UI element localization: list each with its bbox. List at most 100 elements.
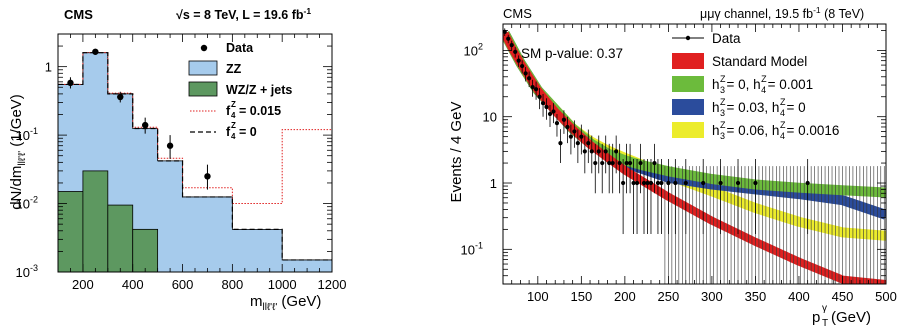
legend-label: = 0.0016	[786, 123, 839, 138]
y-tick-exponent: -1	[30, 126, 38, 136]
data-point	[805, 180, 810, 186]
data-point	[634, 180, 640, 186]
chart-right: 100 150 200 250 300 350 400 450 500 10-1 1 10 102 CMS…	[448, 5, 897, 329]
data-point	[652, 160, 657, 166]
channel-label: μμγ channel, 19.5 fb-1 (8 TeV)	[700, 5, 864, 21]
x-axis-unit: (GeV)	[277, 293, 321, 310]
legend-sup: Z	[231, 100, 236, 109]
x-tick-label: 350	[745, 289, 767, 304]
data-point	[659, 180, 664, 186]
legend-sub: 4	[780, 131, 785, 141]
legend-sub: 4	[780, 108, 785, 118]
channel-rest: (8 TeV)	[821, 7, 865, 21]
legend-sup: Z	[231, 121, 236, 130]
data-point	[561, 117, 567, 122]
data-point	[735, 180, 741, 186]
legend-label: = 0, h	[727, 77, 761, 92]
x-tick-label: 200	[614, 289, 636, 304]
data-point	[593, 160, 598, 166]
wz-bar	[82, 170, 109, 273]
x-tick-label: 450	[832, 289, 854, 304]
legend-label: = 0.06, h	[727, 123, 780, 138]
legend-swatch	[672, 99, 704, 115]
channel-sup: -1	[813, 5, 821, 15]
y-tick-label: 1	[490, 176, 497, 191]
data-point	[617, 160, 622, 166]
legend-sub: 4	[231, 132, 236, 141]
legend-sup: Z	[761, 74, 767, 84]
y-tick-exponent: -2	[30, 195, 38, 205]
data-point	[610, 160, 615, 166]
data-point	[527, 76, 532, 81]
cms-label: CMS	[503, 6, 532, 21]
legend-swatch	[672, 76, 704, 92]
y-tick-label: 10-3	[16, 263, 38, 280]
energy-lumi-label: √s = 8 TeV, L = 19.6 fb-1	[176, 6, 311, 22]
legend-sup: Z	[720, 74, 726, 84]
x-tick-label: 300	[701, 289, 723, 304]
data-point	[603, 149, 608, 154]
data-point	[568, 134, 573, 139]
data-point	[67, 79, 74, 87]
legend-swatch	[672, 53, 704, 69]
data-point	[204, 173, 211, 180]
legend-sup: Z	[780, 120, 786, 130]
x-tick-label: 1200	[318, 277, 347, 292]
x-tick-label: 250	[658, 289, 680, 304]
data-point	[516, 58, 521, 63]
legend-rest: = 0.015	[239, 104, 281, 118]
legend-data-marker	[200, 44, 208, 52]
data-point	[614, 149, 619, 154]
legend-label: = 0	[786, 100, 805, 115]
data-point	[572, 129, 577, 134]
legend-label: h	[712, 123, 720, 138]
data-point	[509, 43, 514, 48]
x-axis-unit: (GeV)	[831, 309, 871, 326]
data-point	[565, 124, 570, 130]
x-axis-sub: T	[822, 318, 828, 329]
cms-label: CMS	[64, 7, 93, 22]
legend-label: Data	[226, 41, 254, 55]
y-tick-exponent: 2	[478, 41, 483, 51]
legend-sup: Z	[720, 97, 726, 107]
legend-label: Standard Model	[712, 54, 807, 69]
data-point	[503, 29, 507, 35]
x-tick-label: 200	[72, 277, 94, 292]
data-point	[638, 160, 643, 166]
data-point	[523, 71, 528, 76]
data-point	[551, 109, 556, 114]
data-point	[544, 104, 549, 110]
legend-label: f	[226, 104, 231, 118]
data-point	[718, 180, 723, 186]
legend-sub: 3	[720, 131, 725, 141]
data-point	[753, 180, 758, 186]
legend-sub: 3	[720, 108, 725, 118]
data-point	[117, 93, 124, 101]
data-point	[554, 121, 560, 126]
y-tick-exponent: -1	[475, 240, 483, 250]
data-point	[586, 140, 591, 146]
legend-sup: Z	[780, 97, 786, 107]
data-point	[506, 36, 511, 41]
data-point	[141, 121, 149, 129]
data-point	[627, 160, 633, 166]
wz-bar	[107, 204, 134, 273]
y-tick-label: 1	[45, 60, 52, 75]
data-point	[641, 180, 647, 186]
data-point	[558, 140, 563, 146]
data-point	[582, 149, 587, 154]
x-tick-label: 400	[122, 277, 144, 292]
x-axis-label: p	[812, 309, 820, 326]
legend-label: Data	[712, 31, 741, 46]
data-point	[579, 134, 584, 139]
data-point	[621, 180, 626, 186]
p-value-annotation: SM p-value: 0.37	[521, 46, 623, 61]
legend-label: = 0.03, h	[727, 100, 780, 115]
x-tick-label: 1000	[268, 277, 297, 292]
data-point	[645, 180, 650, 186]
data-point	[655, 180, 661, 186]
legend-sup: Z	[720, 120, 726, 130]
legend-rest: = 0	[239, 125, 257, 139]
data-point	[683, 180, 688, 186]
